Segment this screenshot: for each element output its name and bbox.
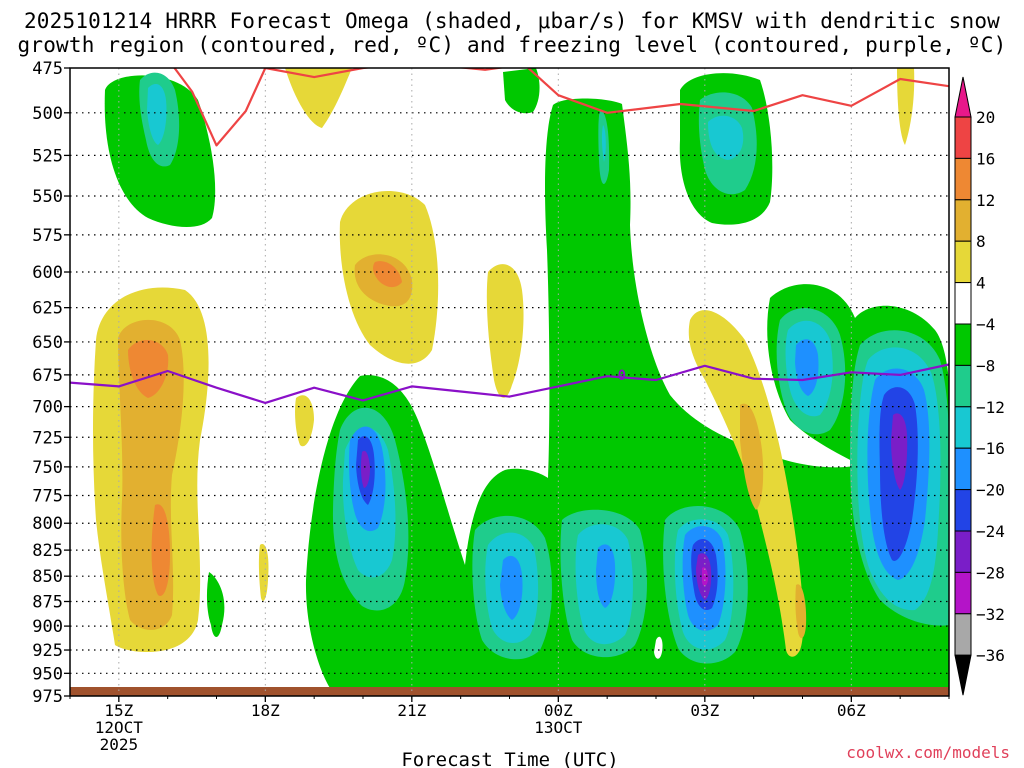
y-tick-label: 775 (32, 487, 63, 507)
x-tick-label: 06Z (837, 701, 866, 720)
ground-strip (70, 687, 949, 696)
chart-title-line-2: growth region (contoured, red, ºC) and f… (17, 33, 1007, 57)
omega-region (486, 264, 524, 398)
omega-shading (70, 68, 949, 696)
colorbar-swatch (954, 116, 972, 159)
colorbar-swatch (954, 323, 972, 366)
colorbar-swatch (954, 406, 972, 449)
y-tick-label: 675 (32, 366, 63, 386)
omega-region (795, 339, 819, 396)
colorbar-swatch (954, 199, 972, 242)
colorbar-swatch (954, 613, 972, 656)
x-axis-label: Forecast Time (UTC) (401, 749, 618, 768)
omega-region (708, 115, 744, 160)
omega-region (897, 68, 915, 145)
colorbar-swatch (954, 76, 972, 118)
omega-region (596, 544, 616, 608)
omega-region (654, 636, 663, 659)
colorbar-swatch (954, 654, 972, 696)
omega-region (601, 125, 606, 162)
x-tick-date-label: 12OCT (95, 718, 144, 737)
omega-region (688, 310, 804, 657)
colorbar-label: −16 (976, 439, 1005, 458)
y-tick-label: 600 (32, 263, 63, 283)
x-tick-label: 03Z (690, 701, 719, 720)
y-tick-label: 525 (32, 146, 63, 166)
x-tick-label: 18Z (251, 701, 280, 720)
colorbar-label: −32 (976, 605, 1005, 624)
contour-lines: 0 (70, 68, 949, 404)
omega-region (360, 450, 370, 488)
y-tick-label: 875 (32, 592, 63, 612)
y-tick-label: 625 (32, 299, 63, 319)
y-tick-label: 800 (32, 514, 63, 534)
colorbar-label: −24 (976, 522, 1005, 541)
omega-region (891, 413, 908, 490)
colorbar-label: −36 (976, 646, 1005, 665)
x-tick-year-label: 2025 (100, 735, 139, 754)
y-tick-label: 750 (32, 458, 63, 478)
y-tick-label: 900 (32, 617, 63, 637)
x-tick-date-label: 13OCT (534, 718, 583, 737)
omega-region (147, 84, 167, 145)
omega-region (295, 395, 314, 447)
chart-title-line-1: 2025101214 HRRR Forecast Omega (shaded, … (23, 9, 1001, 33)
y-tick-label: 650 (32, 333, 63, 353)
freezing-level-label: 0 (618, 368, 626, 384)
colorbar-swatch (954, 489, 972, 532)
colorbar-swatch (954, 282, 972, 325)
omega-region (128, 339, 169, 398)
x-tick-label: 21Z (397, 701, 426, 720)
omega-region (500, 555, 523, 620)
freezing-level-contour (70, 363, 949, 404)
y-tick-label: 700 (32, 398, 63, 418)
y-tick-label: 950 (32, 664, 63, 684)
colorbar-label: 4 (976, 274, 986, 293)
omega-region (740, 403, 764, 510)
colorbar-label: 20 (976, 108, 995, 127)
site-credit[interactable]: coolwx.com/models (846, 743, 1010, 762)
colorbar-swatch (954, 240, 972, 284)
colorbar-label: 16 (976, 149, 995, 168)
omega-region (373, 261, 402, 288)
y-tick-label: 925 (32, 641, 63, 661)
y-tick-label: 575 (32, 226, 63, 246)
omega-region (702, 567, 708, 586)
colorbar-label: 12 (976, 191, 995, 210)
colorbar: 20 16 12 8 4 −4 −8 −12 −16 −20 −24 −28 −32 −36 (954, 76, 1005, 696)
colorbar-swatch (954, 530, 972, 573)
omega-region (206, 572, 225, 638)
y-tick-label: 550 (32, 187, 63, 207)
x-tick-label: 00Z (544, 701, 573, 720)
y-tick-label: 475 (32, 59, 63, 79)
grid-lines (70, 68, 949, 696)
omega-region (503, 68, 540, 114)
y-tick-label: 825 (32, 541, 63, 561)
omega-region (285, 68, 352, 128)
y-axis: 475 500 525 550 575 600 625 650 675 700 725 750 775 8… (32, 59, 70, 707)
omega-region (795, 584, 807, 639)
colorbar-label: −4 (976, 315, 995, 334)
dendritic-zone-contour (173, 68, 949, 147)
colorbar-label: −28 (976, 563, 1005, 582)
colorbar-label: −12 (976, 398, 1005, 417)
colorbar-swatch (954, 447, 972, 491)
y-tick-label: 500 (32, 104, 63, 124)
y-tick-label: 725 (32, 428, 63, 448)
colorbar-swatch (954, 571, 972, 615)
omega-region (258, 544, 269, 601)
colorbar-label: −20 (976, 481, 1005, 500)
y-tick-label: 975 (32, 687, 63, 707)
x-tick-label: 15Z (104, 701, 133, 720)
colorbar-swatch (954, 157, 972, 201)
colorbar-label: 8 (976, 232, 986, 251)
y-tick-label: 850 (32, 567, 63, 587)
colorbar-swatch (954, 364, 972, 408)
colorbar-label: −8 (976, 356, 995, 375)
